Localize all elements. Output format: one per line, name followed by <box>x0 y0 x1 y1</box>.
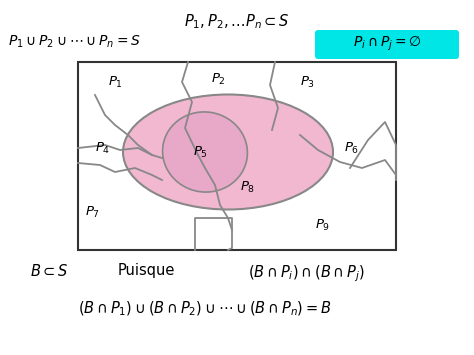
Text: $(B \cap P_i) \cap (B \cap P_j)$: $(B \cap P_i) \cap (B \cap P_j)$ <box>248 263 365 284</box>
Text: $P_5$: $P_5$ <box>192 144 208 159</box>
Text: $P_1 \cup P_2 \cup \cdots \cup P_n = S$: $P_1 \cup P_2 \cup \cdots \cup P_n = S$ <box>8 34 141 50</box>
FancyBboxPatch shape <box>315 30 459 59</box>
Bar <box>78 62 396 250</box>
Text: Puisque: Puisque <box>118 263 175 278</box>
Text: $(B \cap P_1) \cup (B \cap P_2) \cup \cdots \cup (B \cap P_n) = B$: $(B \cap P_1) \cup (B \cap P_2) \cup \cd… <box>78 300 332 318</box>
Text: $P_2$: $P_2$ <box>210 71 226 87</box>
Text: $P_9$: $P_9$ <box>315 218 331 233</box>
Text: $P_1, P_2, \ldots P_n \subset S$: $P_1, P_2, \ldots P_n \subset S$ <box>184 12 290 31</box>
Text: $P_8$: $P_8$ <box>240 179 255 195</box>
Text: $P_1$: $P_1$ <box>108 75 122 89</box>
Ellipse shape <box>123 94 333 209</box>
Text: $P_6$: $P_6$ <box>345 141 360 155</box>
Text: $P_4$: $P_4$ <box>95 141 110 155</box>
Text: $P_i \cap P_j = \emptyset$: $P_i \cap P_j = \emptyset$ <box>353 35 421 53</box>
Text: $P_7$: $P_7$ <box>85 204 100 219</box>
Ellipse shape <box>163 112 247 192</box>
Text: $P_3$: $P_3$ <box>301 75 316 89</box>
Text: $B \subset S$: $B \subset S$ <box>30 263 69 279</box>
